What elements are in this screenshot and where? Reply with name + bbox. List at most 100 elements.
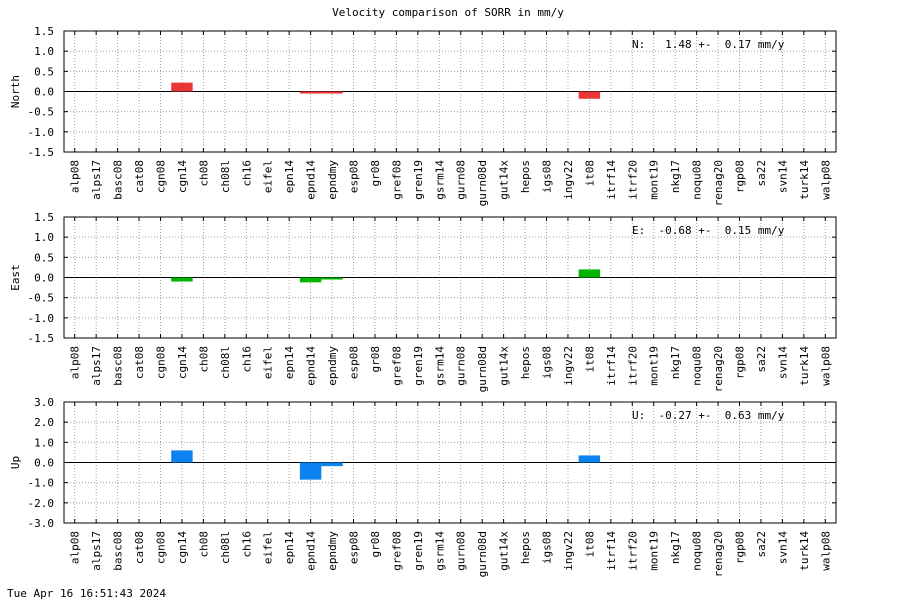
x-tick-label: svn14 bbox=[776, 346, 789, 379]
x-tick-label: gurn08 bbox=[455, 531, 468, 571]
x-tick-label: gren19 bbox=[412, 346, 425, 386]
x-tick-label: mont19 bbox=[648, 160, 661, 200]
y-tick-label: -1.5 bbox=[28, 146, 55, 159]
x-tick-label: igs08 bbox=[541, 531, 554, 564]
x-tick-label: epnd14 bbox=[305, 160, 318, 200]
panel-annotation: E: -0.68 +- 0.15 mm/y bbox=[632, 224, 785, 237]
panel-annotation: U: -0.27 +- 0.63 mm/y bbox=[632, 409, 785, 422]
bar-north-cgn14 bbox=[171, 82, 193, 92]
x-tick-label: turk14 bbox=[798, 531, 811, 571]
x-tick-label: gsrm14 bbox=[433, 160, 446, 200]
x-tick-label: noqu08 bbox=[691, 160, 704, 200]
x-tick-label: gren19 bbox=[412, 160, 425, 200]
bar-north-it08 bbox=[578, 91, 601, 99]
y-tick-label: 1.5 bbox=[34, 25, 54, 38]
x-tick-label: ch16 bbox=[240, 346, 253, 373]
y-tick-label: 0.0 bbox=[34, 86, 54, 99]
x-tick-label: svn14 bbox=[776, 531, 789, 564]
x-tick-label: igs08 bbox=[541, 346, 554, 379]
x-tick-label: gref08 bbox=[390, 531, 403, 571]
panels-group: 1.5 1.0 0.5 0.0 -0.5 -1.0 -1.5 alp08 alps17 basc0… bbox=[9, 25, 837, 577]
x-tick-label: alp08 bbox=[69, 346, 82, 379]
x-tick-label: alp08 bbox=[69, 160, 82, 193]
x-tick-label: gr08 bbox=[369, 160, 382, 187]
x-tick-label: itrf14 bbox=[605, 346, 618, 386]
x-tick-label: cgn08 bbox=[155, 531, 168, 564]
plot-frame bbox=[63, 30, 837, 153]
x-tick-label: renag20 bbox=[712, 531, 725, 577]
x-tick-label: itrf14 bbox=[605, 531, 618, 571]
y-tick-label: 0.0 bbox=[34, 272, 54, 285]
x-tick-label: gurn08d bbox=[476, 531, 489, 577]
bar-east-epnd14 bbox=[299, 277, 322, 283]
bar-east-cgn14 bbox=[171, 277, 193, 282]
x-tick-label: epn14 bbox=[283, 160, 296, 193]
x-tick-label: epn14 bbox=[283, 531, 296, 564]
x-tick-label: cgn08 bbox=[155, 346, 168, 379]
x-tick-label: turk14 bbox=[798, 160, 811, 200]
x-tick-label: ch08 bbox=[197, 160, 210, 187]
y-tick-label: -1.0 bbox=[28, 126, 55, 139]
x-tick-label: rgp08 bbox=[734, 160, 747, 193]
x-tick-label: cgn08 bbox=[155, 160, 168, 193]
x-tick-label: sa22 bbox=[755, 346, 768, 373]
x-tick-label: gr08 bbox=[369, 346, 382, 373]
x-tick-label: itrf20 bbox=[626, 346, 639, 386]
x-tick-label: gurn08 bbox=[455, 160, 468, 200]
x-tick-label: nkg17 bbox=[669, 531, 682, 564]
x-tick-label: cgn14 bbox=[176, 160, 189, 193]
panel-north: 1.5 1.0 0.5 0.0 -0.5 -1.0 -1.5 alp08 alps17 basc0… bbox=[9, 25, 837, 206]
y-tick-label: -1.5 bbox=[28, 332, 55, 345]
x-tick-label: basc08 bbox=[112, 531, 125, 571]
x-tick-label: sa22 bbox=[755, 531, 768, 558]
x-tick-label: ch08l bbox=[219, 346, 232, 379]
y-tick-label: 1.0 bbox=[34, 231, 54, 244]
x-tick-label: epndmy bbox=[326, 346, 339, 386]
y-axis-label: East bbox=[9, 264, 22, 291]
y-tick-label: 1.5 bbox=[34, 211, 54, 224]
y-tick-label: 0.0 bbox=[34, 457, 54, 470]
x-tick-label: cat08 bbox=[133, 160, 146, 193]
y-tick-label: 0.5 bbox=[34, 65, 54, 78]
x-tick-label: ch16 bbox=[240, 531, 253, 558]
x-tick-label: mont19 bbox=[648, 531, 661, 571]
panel-up: 3.0 2.0 1.0 0.0 -1.0 -2.0 -3.0 alp08 alps17 basc0… bbox=[9, 396, 837, 577]
x-tick-label: walp08 bbox=[819, 160, 832, 200]
plot-frame bbox=[63, 216, 837, 339]
x-tick-label: basc08 bbox=[112, 160, 125, 200]
y-tick-label: 1.0 bbox=[34, 45, 54, 58]
x-tick-label: mont19 bbox=[648, 346, 661, 386]
x-tick-label: gsrm14 bbox=[433, 346, 446, 386]
x-tick-label: sa22 bbox=[755, 160, 768, 187]
x-tick-label: ch08 bbox=[197, 531, 210, 558]
x-tick-label: turk14 bbox=[798, 346, 811, 386]
x-tick-label: it08 bbox=[583, 346, 596, 373]
bar-north-epnd14 bbox=[299, 91, 322, 94]
x-tick-label: rgp08 bbox=[734, 346, 747, 379]
bar-north-epndmy bbox=[321, 91, 343, 94]
panel-east: 1.5 1.0 0.5 0.0 -0.5 -1.0 -1.5 alp08 alps17 basc0… bbox=[9, 211, 837, 392]
x-tick-label: ch08 bbox=[197, 346, 210, 373]
y-tick-label: -1.0 bbox=[28, 477, 55, 490]
x-tick-label: gurn08 bbox=[455, 346, 468, 386]
x-tick-label: gurn08d bbox=[476, 346, 489, 392]
x-tick-label: eifel bbox=[262, 531, 275, 564]
x-tick-label: svn14 bbox=[776, 160, 789, 193]
x-tick-label: alps17 bbox=[90, 160, 103, 200]
x-tick-label: it08 bbox=[583, 160, 596, 187]
x-tick-label: ch16 bbox=[240, 160, 253, 187]
x-tick-label: walp08 bbox=[819, 346, 832, 386]
x-tick-label: itrf14 bbox=[605, 160, 618, 200]
x-tick-label: hepos bbox=[519, 346, 532, 379]
x-tick-label: gurn08d bbox=[476, 160, 489, 206]
timestamp: Tue Apr 16 16:51:43 2024 bbox=[7, 587, 166, 600]
bar-up-epndmy bbox=[321, 462, 343, 467]
x-tick-label: renag20 bbox=[712, 346, 725, 392]
x-tick-label: gref08 bbox=[390, 346, 403, 386]
y-tick-label: -2.0 bbox=[28, 497, 55, 510]
bar-east-epndmy bbox=[321, 277, 343, 280]
x-tick-label: esp08 bbox=[348, 160, 361, 193]
x-tick-label: gref08 bbox=[390, 160, 403, 200]
y-axis-label: North bbox=[9, 75, 22, 108]
